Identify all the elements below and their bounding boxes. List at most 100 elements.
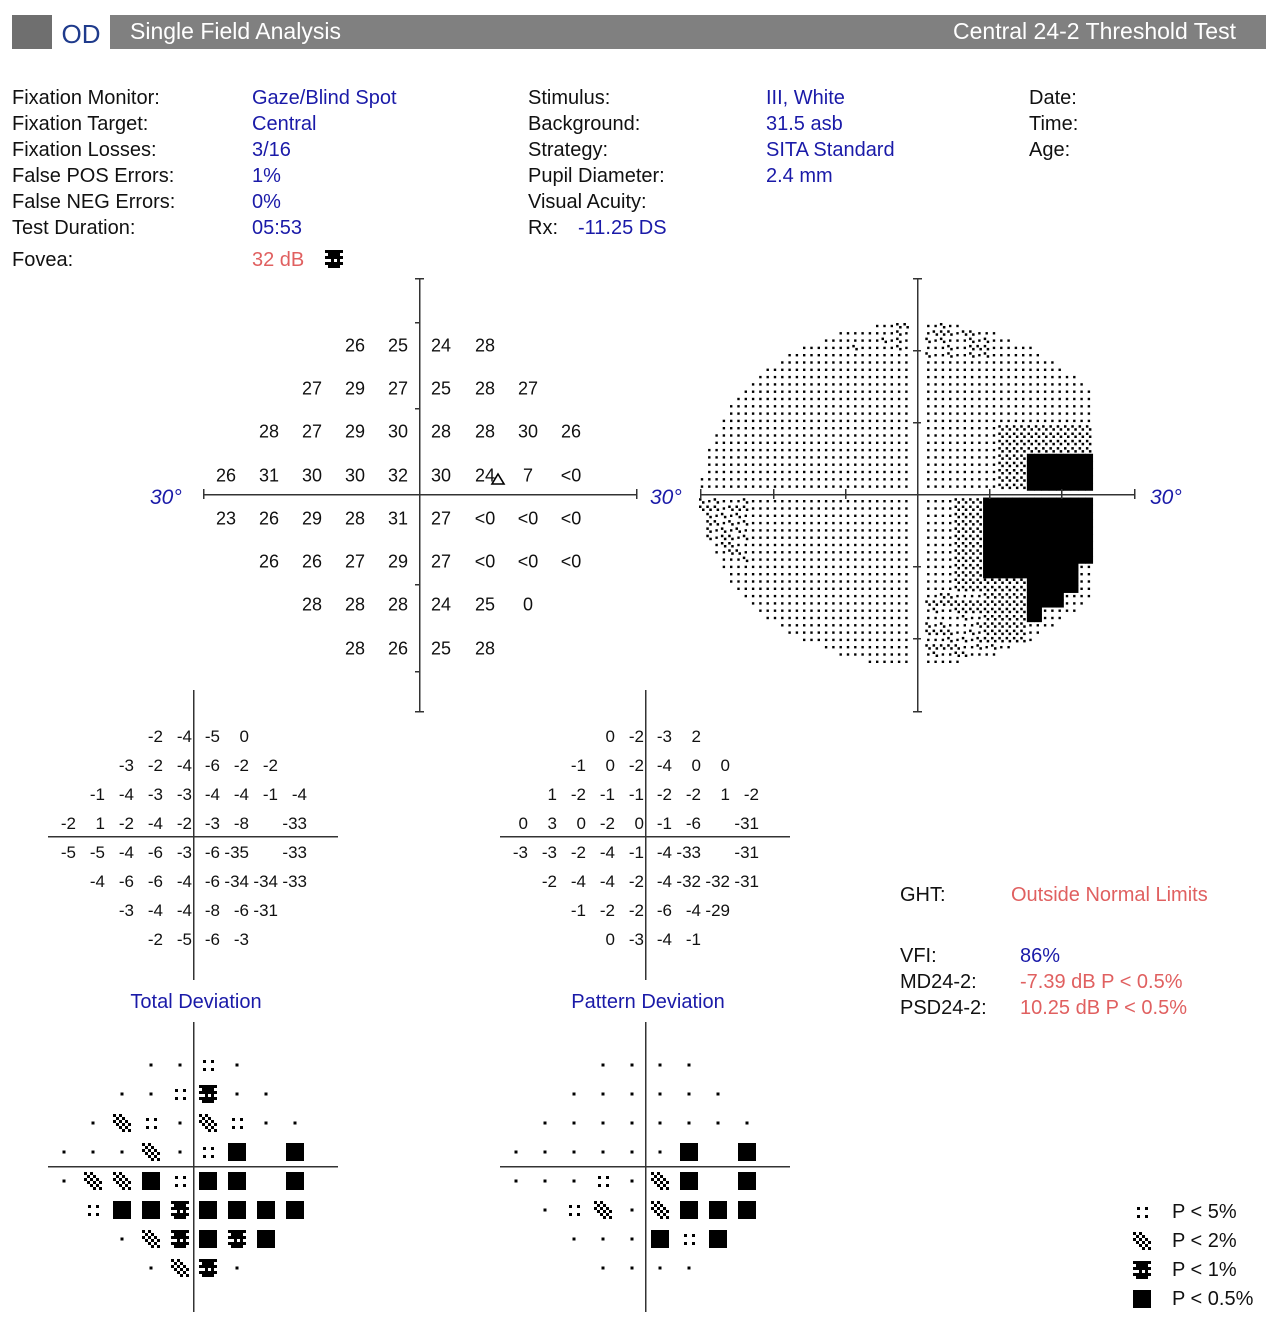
total-deviation-value: -33 xyxy=(282,872,307,892)
grayscale-plot-tick xyxy=(913,711,922,713)
pattern-deviation-value: -4 xyxy=(571,872,586,892)
total-deviation-probability-symbol-p05 xyxy=(113,1201,131,1219)
info-value: 0% xyxy=(252,189,281,215)
total-deviation-value: -33 xyxy=(282,843,307,863)
threshold-value: 30 xyxy=(518,422,538,443)
pattern-deviation-value: -2 xyxy=(629,872,644,892)
total-deviation-value: -6 xyxy=(148,843,163,863)
info-value: 2.4 mm xyxy=(766,163,833,189)
pattern-deviation-probability-symbol-n xyxy=(659,1151,662,1154)
legend-symbol-p5 xyxy=(1137,1207,1148,1218)
total-deviation-probability-symbol-n xyxy=(236,1267,239,1270)
index-value: -7.39 dB P < 0.5% xyxy=(1020,969,1183,995)
pattern-deviation-value: -29 xyxy=(705,901,730,921)
threshold-tick xyxy=(415,322,420,324)
pattern-deviation-probability-symbol-p5 xyxy=(598,1176,609,1187)
threshold-value: 29 xyxy=(388,552,408,573)
pattern-deviation-probability-symbol-n xyxy=(688,1093,691,1096)
info-value: 3/16 xyxy=(252,137,291,163)
total-deviation-probability-symbol-n xyxy=(150,1267,153,1270)
total-deviation-value: -5 xyxy=(90,843,105,863)
pattern-deviation-value: -31 xyxy=(734,843,759,863)
threshold-value: 25 xyxy=(431,379,451,400)
total-deviation-probability-plot-vertical-axis xyxy=(193,1022,195,1312)
total-deviation-value: -3 xyxy=(119,756,134,776)
info-label: Time: xyxy=(1029,111,1078,137)
info-label: False NEG Errors: xyxy=(12,189,175,215)
pattern-deviation-value: -32 xyxy=(676,872,701,892)
legend-symbol-p2 xyxy=(1133,1232,1151,1250)
pattern-deviation-value: 1 xyxy=(548,785,557,805)
total-deviation-value: -34 xyxy=(253,872,278,892)
info-value: Gaze/Blind Spot xyxy=(252,85,397,111)
info-label: False POS Errors: xyxy=(12,163,174,189)
info-value: 05:53 xyxy=(252,215,302,241)
grayscale-plot-tick xyxy=(1134,489,1136,499)
total-deviation-value: -4 xyxy=(177,727,192,747)
total-deviation-probability-symbol-n xyxy=(179,1151,182,1154)
total-deviation-value: -8 xyxy=(234,814,249,834)
pattern-deviation-value: 0 xyxy=(692,756,701,776)
total-deviation-value: -3 xyxy=(148,785,163,805)
info-label: Visual Acuity: xyxy=(528,189,647,215)
total-deviation-probability-symbol-p5 xyxy=(175,1089,186,1100)
pattern-deviation-probability-symbol-n xyxy=(544,1209,547,1212)
total-deviation-probability-symbol-n xyxy=(63,1151,66,1154)
pattern-deviation-probability-symbol-n xyxy=(631,1064,634,1067)
total-deviation-probability-symbol-p05 xyxy=(228,1201,246,1219)
pattern-deviation-value: 0 xyxy=(606,756,615,776)
threshold-value: 29 xyxy=(302,509,322,530)
pattern-deviation-probability-symbol-n xyxy=(746,1122,749,1125)
pattern-deviation-value: 2 xyxy=(692,727,701,747)
threshold-value: 26 xyxy=(388,639,408,660)
threshold-value: 26 xyxy=(345,336,365,357)
threshold-value: 28 xyxy=(431,422,451,443)
pattern-deviation-probability-symbol-n xyxy=(602,1122,605,1125)
total-deviation-probability-symbol-p05 xyxy=(286,1201,304,1219)
total-deviation-probability-symbol-n xyxy=(236,1093,239,1096)
pattern-deviation-probability-symbol-n xyxy=(602,1267,605,1270)
threshold-tick xyxy=(415,584,420,586)
pattern-deviation-probability-symbol-n xyxy=(631,1180,634,1183)
rx-value: -11.25 DS xyxy=(578,215,667,241)
pattern-deviation-probability-symbol-n xyxy=(688,1267,691,1270)
threshold-value: 28 xyxy=(475,639,495,660)
threshold-value: 26 xyxy=(216,466,236,487)
total-deviation-value: -4 xyxy=(177,756,192,776)
pattern-deviation-value: -31 xyxy=(734,814,759,834)
pattern-deviation-value: 3 xyxy=(548,814,557,834)
threshold-value: 28 xyxy=(302,595,322,616)
total-deviation-probability-symbol-n xyxy=(265,1122,268,1125)
pattern-deviation-value: -4 xyxy=(657,756,672,776)
total-deviation-value: -4 xyxy=(119,843,134,863)
total-deviation-probability-symbol-p05 xyxy=(142,1172,160,1190)
threshold-value: 28 xyxy=(475,379,495,400)
total-deviation-probability-symbol-p1 xyxy=(199,1259,217,1277)
pattern-deviation-probability-symbol-n xyxy=(631,1238,634,1241)
pattern-deviation-probability-symbol-n xyxy=(688,1122,691,1125)
pattern-deviation-probability-symbol-p2 xyxy=(651,1172,669,1190)
total-deviation-value: -6 xyxy=(234,901,249,921)
threshold-value: <0 xyxy=(561,466,582,487)
threshold-value: 31 xyxy=(259,466,279,487)
threshold-value: 29 xyxy=(345,379,365,400)
total-deviation-probability-symbol-p2 xyxy=(142,1230,160,1248)
pattern-deviation-probability-symbol-p5 xyxy=(569,1205,580,1216)
pattern-deviation-value: -4 xyxy=(657,872,672,892)
total-deviation-numeric-plot-vertical-axis xyxy=(193,690,195,980)
total-deviation-value: -33 xyxy=(282,814,307,834)
pattern-deviation-probability-symbol-n xyxy=(659,1267,662,1270)
pattern-deviation-probability-symbol-p2 xyxy=(594,1201,612,1219)
threshold-plot-tick xyxy=(415,278,424,280)
info-label: Fixation Losses: xyxy=(12,137,157,163)
pattern-deviation-probability-symbol-n xyxy=(688,1064,691,1067)
total-deviation-probability-symbol-p05 xyxy=(228,1172,246,1190)
pattern-deviation-value: -3 xyxy=(629,930,644,950)
total-deviation-value: -3 xyxy=(234,930,249,950)
pattern-deviation-probability-symbol-n xyxy=(602,1064,605,1067)
pattern-deviation-probability-symbol-p05 xyxy=(738,1143,756,1161)
info-label: Date: xyxy=(1029,85,1077,111)
total-deviation-value: -3 xyxy=(177,785,192,805)
index-label: VFI: xyxy=(900,943,937,969)
total-deviation-value: -1 xyxy=(263,785,278,805)
